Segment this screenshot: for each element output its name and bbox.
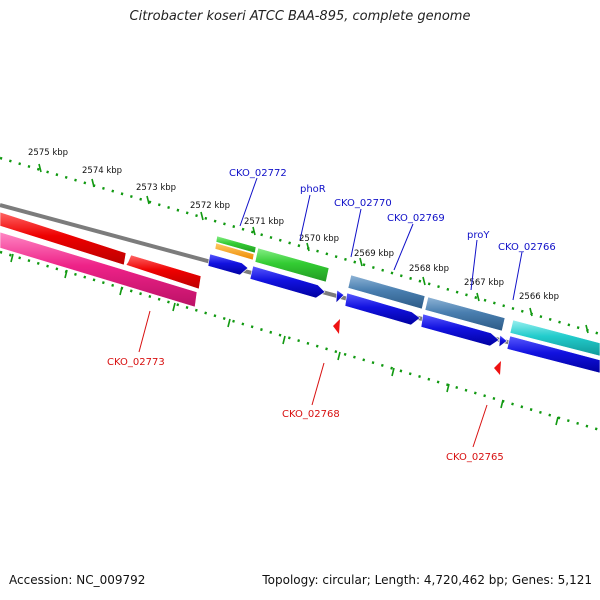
- cds-blue-1: [207, 253, 249, 276]
- gene-label: CKO_02765: [446, 452, 504, 463]
- cds-cyan: [509, 319, 600, 357]
- outer-major-ticks: [38, 163, 589, 334]
- scale-label: 2569 kbp: [354, 249, 394, 259]
- gene-label: proY: [467, 230, 490, 241]
- top-leader-lines: [239, 177, 523, 301]
- gene-label: CKO_02773: [107, 357, 165, 368]
- cds-red-outer-2: [125, 254, 202, 290]
- scale-label: 2570 kbp: [299, 234, 339, 244]
- gene-label: CKO_02772: [229, 168, 287, 179]
- trna-marker: [494, 361, 501, 375]
- cds-red-outer-1: [0, 211, 127, 266]
- cds-blue-2: [249, 265, 326, 299]
- scale-label: 2575 kbp: [28, 148, 68, 158]
- inner-major-ticks: [10, 253, 559, 426]
- cds-blue-5: [420, 313, 500, 347]
- cds-orange-small: [214, 242, 255, 261]
- cds-blue-4: [344, 292, 421, 326]
- cds-blue-7: [506, 335, 600, 374]
- cds-blue-6: [498, 334, 508, 348]
- cds-blue-3: [335, 289, 345, 304]
- scale-label: 2571 kbp: [244, 217, 284, 227]
- scale-label: 2568 kbp: [409, 264, 449, 274]
- bottom-leader-lines: [138, 310, 488, 448]
- cds-green-small: [215, 235, 257, 254]
- scale-label: 2572 kbp: [190, 201, 230, 211]
- map-title: Citrobacter koseri ATCC BAA-895, complet…: [129, 9, 471, 24]
- accession-text: Accession: NC_009792: [9, 573, 146, 587]
- gene-label: CKO_02770: [334, 198, 392, 209]
- trna-marker: [333, 319, 340, 334]
- cds-red-inner: [0, 231, 198, 308]
- cds-steel-1: [347, 274, 426, 310]
- scale-label: 2567 kbp: [464, 278, 504, 288]
- gene-label: CKO_02768: [282, 409, 340, 420]
- scale-label: 2573 kbp: [136, 183, 176, 193]
- cds-steel-2: [424, 296, 506, 332]
- cds-green-phoR: [254, 247, 330, 283]
- gene-label: CKO_02769: [387, 213, 445, 224]
- topology-text: Topology: circular; Length: 4,720,462 bp…: [262, 573, 592, 587]
- gene-label: phoR: [300, 184, 326, 195]
- scale-label: 2574 kbp: [82, 166, 122, 176]
- scale-label: 2566 kbp: [519, 292, 559, 302]
- gene-label: CKO_02766: [498, 242, 556, 253]
